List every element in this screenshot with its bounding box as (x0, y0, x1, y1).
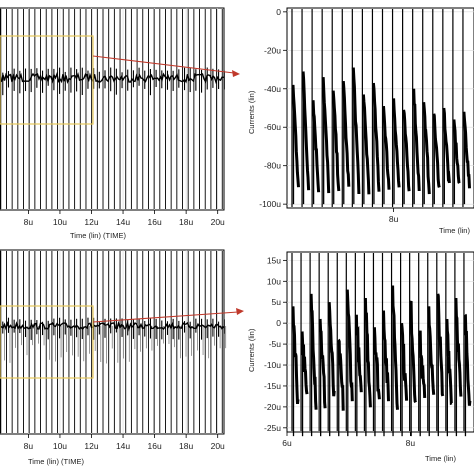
x-ticks-bottom-left: 8u 10u 12u 14u 16u 18u 20u (24, 434, 225, 451)
y-tick-label: 0 (276, 318, 281, 328)
y-tick-label: 0 (276, 7, 281, 17)
x-tick-label: 20u (211, 441, 225, 451)
zoom-arrow-top (92, 55, 240, 77)
plot-area-bottom-right (286, 251, 474, 433)
x-tick-label: 10u (53, 217, 67, 227)
y-axis-label-top-right: Currents (lin) (247, 90, 256, 134)
x-tick-label: 8u (389, 214, 399, 224)
baseline-trace (0, 320, 225, 332)
x-tick-label: 16u (147, 441, 161, 451)
y-tick-label: 5u (272, 297, 282, 307)
x-ticks-top-left: 8u 10u 12u 14u 16u 18u 20u (24, 210, 225, 227)
plot-traces-top-right (287, 9, 474, 207)
x-axis-label-top-right: Time (lin) (439, 226, 470, 235)
y-tick-label: -80u (264, 161, 281, 171)
y-tick-label: -10u (264, 360, 281, 370)
y-axis-label-bottom-right: Currents (lin) (247, 328, 256, 372)
plot-traces-top-left (0, 8, 225, 210)
x-ticks-bottom-right: 6u 8u (282, 432, 415, 448)
y-tick-label: -5u (269, 339, 282, 349)
zoom-box-top-left (0, 35, 94, 125)
y-tick-label: -20u (264, 45, 281, 55)
y-tick-label: -20u (264, 402, 281, 412)
x-tick-label: 10u (53, 441, 67, 451)
x-tick-label: 16u (147, 217, 161, 227)
x-tick-label: 18u (179, 441, 193, 451)
x-ticks-top-right: 8u (389, 208, 399, 224)
baseline-trace (0, 71, 224, 85)
x-tick-label: 12u (84, 441, 98, 451)
y-ticks-top-right: 0 -20u -40u -60u -80u -100u (259, 7, 287, 209)
panel-top-left: 8u 10u 12u 14u 16u 18u 20u Time (lin) (TIME) (0, 7, 225, 240)
y-tick-label: -60u (264, 122, 281, 132)
panel-bottom-left: 8u 10u 12u 14u 16u 18u 20u Time (lin) (TIME) (0, 249, 227, 466)
x-tick-label: 12u (84, 217, 98, 227)
panel-bottom-right: 15u 10u 5u 0 -5u -10u -15u -20u -25u 6u 8u Curren… (247, 251, 474, 463)
x-axis-label-bottom-right: Time (lin) (425, 454, 456, 463)
y-tick-label: -100u (259, 199, 281, 209)
panel-top-right: 0 -20u -40u -60u -80u -100u 8u Currents (lin)… (247, 7, 474, 235)
y-tick-label: 15u (267, 255, 281, 265)
plot-traces-bottom-right (287, 253, 474, 437)
zoom-box-bottom-left (0, 305, 94, 379)
x-tick-label: 14u (116, 217, 130, 227)
y-tick-label: 10u (267, 276, 281, 286)
x-tick-label: 8u (24, 217, 34, 227)
y-tick-label: -25u (264, 423, 281, 433)
x-axis-label-bottom-left: Time (lin) (TIME) (28, 457, 84, 466)
plot-area-top-right (286, 7, 474, 209)
y-tick-label: -40u (264, 84, 281, 94)
y-ticks-bottom-right: 15u 10u 5u 0 -5u -10u -15u -20u -25u (264, 255, 287, 433)
x-tick-label: 20u (211, 217, 225, 227)
x-tick-label: 8u (406, 438, 416, 448)
plot-traces-bottom-left (0, 250, 227, 434)
x-axis-label-top-left: Time (lin) (TIME) (70, 231, 126, 240)
plot-area-top-left (0, 7, 225, 211)
y-tick-label: -15u (264, 381, 281, 391)
x-tick-label: 14u (116, 441, 130, 451)
x-tick-label: 18u (179, 217, 193, 227)
zoom-arrow-bottom (92, 308, 244, 323)
x-tick-label: 6u (282, 438, 292, 448)
x-tick-label: 8u (24, 441, 34, 451)
